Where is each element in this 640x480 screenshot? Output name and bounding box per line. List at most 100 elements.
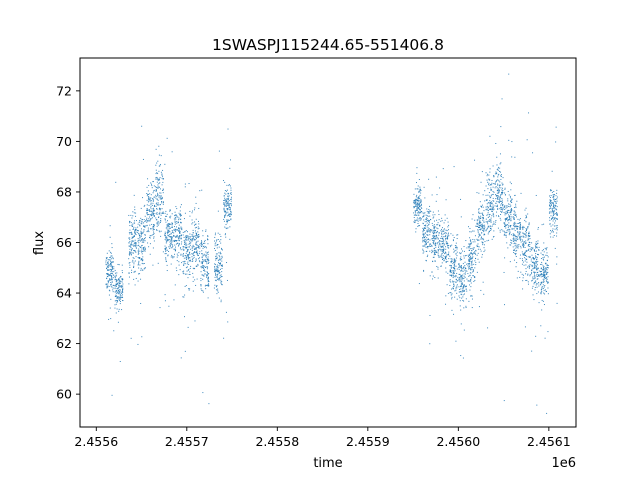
data-point — [548, 208, 550, 210]
data-point — [532, 278, 534, 280]
data-point — [227, 196, 229, 198]
data-point — [515, 223, 517, 225]
data-point — [153, 231, 155, 233]
data-point — [487, 212, 489, 214]
data-point — [415, 198, 417, 200]
data-point — [447, 292, 449, 294]
data-point — [204, 259, 206, 261]
data-point — [523, 236, 525, 238]
data-point — [502, 177, 504, 179]
data-point — [428, 241, 430, 243]
data-point — [151, 223, 153, 225]
data-point — [420, 207, 422, 209]
data-point — [173, 232, 175, 234]
data-point — [226, 212, 228, 214]
data-point — [139, 257, 141, 259]
data-point — [462, 287, 464, 289]
data-point — [189, 246, 191, 248]
data-point — [455, 249, 457, 251]
data-point — [214, 269, 216, 271]
data-point — [159, 207, 161, 209]
data-point — [108, 285, 110, 287]
data-point — [534, 263, 536, 265]
data-point — [461, 268, 463, 270]
data-point — [221, 281, 223, 283]
data-point — [149, 237, 151, 239]
data-point — [419, 217, 421, 219]
data-point — [146, 199, 148, 201]
data-point — [119, 303, 121, 305]
data-point — [453, 267, 455, 269]
data-point — [168, 250, 170, 252]
data-point — [205, 288, 207, 290]
data-point — [195, 241, 197, 243]
data-point — [491, 238, 493, 240]
data-point — [203, 245, 205, 247]
data-point — [470, 295, 472, 297]
data-point — [162, 181, 164, 183]
data-point — [523, 242, 525, 244]
data-point — [175, 221, 177, 223]
data-point — [142, 250, 144, 252]
data-point — [550, 215, 552, 217]
data-point — [428, 230, 430, 232]
data-point — [188, 257, 190, 259]
data-point — [459, 300, 461, 302]
data-point — [118, 283, 120, 285]
data-point — [158, 221, 160, 223]
data-point — [219, 253, 221, 255]
data-point — [497, 197, 499, 199]
data-point — [533, 299, 535, 301]
data-point — [215, 274, 217, 276]
data-point — [157, 184, 159, 186]
data-point — [510, 207, 512, 209]
data-point — [471, 262, 473, 264]
data-point — [450, 271, 452, 273]
data-point — [482, 194, 484, 196]
data-point — [150, 194, 152, 196]
data-point — [143, 222, 145, 224]
data-point — [168, 223, 170, 225]
data-point — [110, 258, 112, 260]
data-point — [537, 227, 539, 229]
data-point — [218, 263, 220, 264]
data-point — [503, 271, 505, 273]
data-point — [447, 235, 449, 237]
data-point — [452, 258, 454, 260]
data-point — [148, 209, 150, 211]
data-point — [469, 261, 471, 263]
data-point — [509, 195, 511, 197]
data-point — [545, 254, 547, 256]
data-point — [172, 245, 174, 247]
data-point — [511, 240, 513, 242]
data-point — [159, 231, 161, 233]
data-point — [221, 256, 223, 258]
data-point — [543, 271, 545, 273]
data-point — [220, 274, 222, 276]
data-point — [450, 292, 452, 294]
data-point — [438, 246, 440, 248]
data-point — [196, 278, 198, 280]
data-point — [201, 265, 203, 267]
data-point — [540, 270, 542, 272]
data-point — [496, 192, 498, 194]
data-point — [424, 245, 426, 247]
data-point — [426, 231, 428, 233]
data-point — [501, 202, 503, 204]
data-point — [195, 259, 197, 261]
data-point — [183, 270, 185, 272]
data-point — [128, 283, 130, 285]
data-point — [543, 266, 545, 268]
data-point — [165, 221, 167, 223]
data-point — [179, 269, 181, 271]
data-point — [469, 284, 471, 286]
data-point — [227, 208, 229, 210]
data-point — [512, 216, 514, 218]
data-point — [520, 238, 522, 240]
data-point — [503, 222, 505, 224]
data-point — [490, 184, 492, 186]
data-point — [526, 261, 528, 263]
data-point — [142, 239, 144, 241]
data-point — [142, 260, 144, 262]
data-point — [523, 241, 525, 243]
